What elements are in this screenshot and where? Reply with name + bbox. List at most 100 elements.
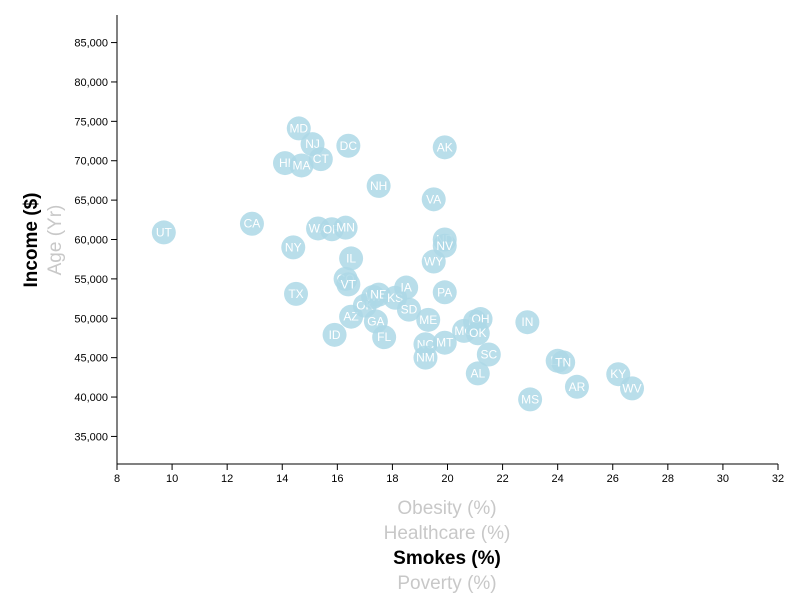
y-axis-title-option[interactable]: Age (Yr) <box>45 205 66 276</box>
state-label: NV <box>436 239 453 253</box>
state-marker[interactable] <box>564 374 589 399</box>
state-marker[interactable] <box>416 307 441 332</box>
state-marker[interactable] <box>413 345 438 370</box>
state-point-sd[interactable]: SD <box>396 297 421 322</box>
state-marker[interactable] <box>372 325 397 350</box>
state-point-al[interactable]: AL <box>465 361 490 386</box>
x-axis-title-option[interactable]: Healthcare (%) <box>384 523 511 544</box>
y-tick-label: 65,000 <box>74 195 108 207</box>
x-tick-label: 26 <box>607 473 619 485</box>
x-axis-title-option[interactable]: Obesity (%) <box>397 498 496 519</box>
state-point-ak[interactable]: AK <box>432 135 457 160</box>
y-tick-label: 35,000 <box>74 431 108 443</box>
state-marker[interactable] <box>620 376 645 401</box>
x-axis-title-option[interactable]: Poverty (%) <box>397 573 496 594</box>
state-label: AL <box>470 366 485 380</box>
state-point-mt[interactable]: MT <box>432 330 457 355</box>
state-point-dc[interactable]: DC <box>336 133 361 158</box>
state-point-nv[interactable]: NV <box>432 233 457 258</box>
y-tick-label: 80,000 <box>74 77 108 89</box>
state-label: AZ <box>343 310 358 324</box>
state-marker[interactable] <box>432 135 457 160</box>
state-label: VA <box>426 192 441 206</box>
state-point-wv[interactable]: WV <box>620 376 645 401</box>
state-marker[interactable] <box>286 116 311 141</box>
state-marker[interactable] <box>336 272 361 297</box>
state-marker[interactable] <box>551 350 576 375</box>
state-point-md[interactable]: MD <box>286 116 311 141</box>
state-label: IN <box>521 315 533 329</box>
state-marker[interactable] <box>518 387 543 412</box>
state-point-nm[interactable]: NM <box>413 345 438 370</box>
state-point-ut[interactable]: UT <box>151 220 176 245</box>
state-marker[interactable] <box>308 147 333 172</box>
state-label: KY <box>610 367 626 381</box>
y-tick-label: 70,000 <box>74 156 108 168</box>
state-point-id[interactable]: ID <box>322 322 347 347</box>
state-marker[interactable] <box>339 246 364 271</box>
y-tick-label: 60,000 <box>74 235 108 247</box>
state-marker[interactable] <box>151 220 176 245</box>
state-marker[interactable] <box>366 173 391 198</box>
state-point-tn[interactable]: TN <box>551 350 576 375</box>
x-tick-label: 28 <box>662 473 674 485</box>
state-point-fl[interactable]: FL <box>372 325 397 350</box>
state-point-ma[interactable]: MA <box>289 153 314 178</box>
state-label: OK <box>469 326 486 340</box>
state-marker[interactable] <box>515 310 540 335</box>
state-marker[interactable] <box>432 233 457 258</box>
state-marker[interactable] <box>476 342 501 367</box>
state-marker[interactable] <box>421 187 446 212</box>
state-point-ms[interactable]: MS <box>518 387 543 412</box>
x-tick-label: 8 <box>114 473 120 485</box>
state-point-mn[interactable]: MN <box>333 215 358 240</box>
state-marker[interactable] <box>239 211 264 236</box>
state-point-sc[interactable]: SC <box>476 342 501 367</box>
state-label: ID <box>329 328 341 342</box>
x-tick-label: 24 <box>552 473 564 485</box>
y-tick-label: 85,000 <box>74 38 108 50</box>
state-label: MT <box>436 336 454 350</box>
x-axis-title-option[interactable]: Smokes (%) <box>393 548 501 569</box>
state-point-vt[interactable]: VT <box>336 272 361 297</box>
state-label: SD <box>401 303 418 317</box>
state-label: GA <box>367 314 384 328</box>
state-point-tx[interactable]: TX <box>284 281 309 306</box>
state-marker[interactable] <box>396 297 421 322</box>
state-point-ny[interactable]: NY <box>281 235 306 260</box>
y-axis-titles: Income ($) Age (Yr) <box>21 192 66 287</box>
state-marker[interactable] <box>289 153 314 178</box>
state-marker[interactable] <box>465 321 490 346</box>
state-point-ct[interactable]: CT <box>308 147 333 172</box>
state-point-nh[interactable]: NH <box>366 173 391 198</box>
state-label: IA <box>401 281 412 295</box>
state-marker[interactable] <box>336 133 361 158</box>
state-point-ok[interactable]: OK <box>465 321 490 346</box>
state-point-va[interactable]: VA <box>421 187 446 212</box>
state-label: WV <box>622 381 641 395</box>
y-axis-title-option[interactable]: Income ($) <box>21 192 42 287</box>
x-axis: 8 10 12 14 16 18 20 22 24 26 28 30 32 <box>114 463 784 485</box>
state-label: PA <box>437 285 452 299</box>
state-marker[interactable] <box>281 235 306 260</box>
x-tick-label: 12 <box>221 473 233 485</box>
state-point-pa[interactable]: PA <box>432 280 457 305</box>
state-point-ia[interactable]: IA <box>394 275 419 300</box>
state-point-il[interactable]: IL <box>339 246 364 271</box>
state-marker[interactable] <box>465 361 490 386</box>
state-point-in[interactable]: IN <box>515 310 540 335</box>
state-marker[interactable] <box>432 280 457 305</box>
state-point-ca[interactable]: CA <box>239 211 264 236</box>
state-label: MA <box>293 158 311 172</box>
state-label: MS <box>521 392 539 406</box>
state-marker[interactable] <box>432 330 457 355</box>
state-point-ar[interactable]: AR <box>564 374 589 399</box>
state-marker[interactable] <box>333 215 358 240</box>
state-label: UT <box>156 225 173 239</box>
state-marker[interactable] <box>394 275 419 300</box>
state-point-me[interactable]: ME <box>416 307 441 332</box>
state-marker[interactable] <box>322 322 347 347</box>
state-label: NM <box>416 351 435 365</box>
state-label: NH <box>370 179 387 193</box>
state-marker[interactable] <box>284 281 309 306</box>
